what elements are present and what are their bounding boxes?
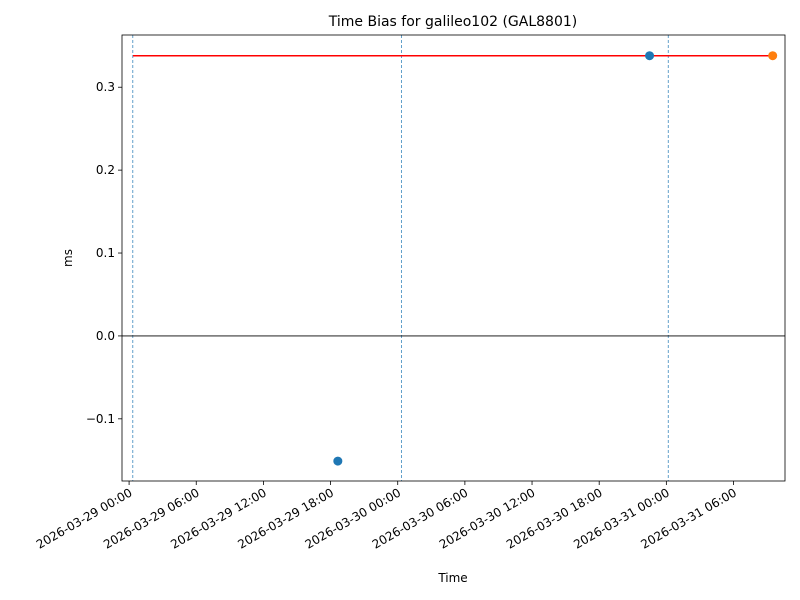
data-point [768, 51, 778, 61]
chart-title: Time Bias for galileo102 (GAL8801) [328, 14, 578, 30]
y-tick-label: −0.1 [86, 412, 115, 426]
y-tick-label: 0.2 [96, 163, 115, 177]
data-point [333, 456, 343, 466]
y-tick-label: 0.3 [96, 80, 115, 94]
y-tick-label: 0.1 [96, 246, 115, 260]
data-point [645, 51, 655, 61]
plot-frame [121, 34, 786, 482]
y-tick-label: 0.0 [96, 329, 115, 343]
x-axis-label: Time [437, 571, 467, 585]
y-axis-label: ms [61, 249, 75, 267]
